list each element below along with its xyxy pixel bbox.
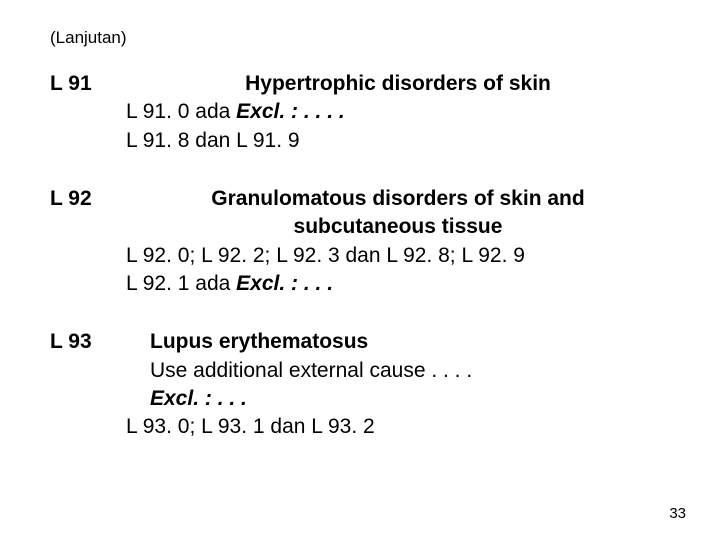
entry-l92: L 92 Granulomatous disorders of skin and…: [50, 185, 670, 298]
l92-line1: L 92. 0; L 92. 2; L 92. 3 dan L 92. 8; L…: [126, 242, 670, 270]
l93-line1: Use additional external cause . . . .: [126, 357, 670, 385]
code-l93: L 93: [50, 328, 126, 441]
l93-excl: Excl. : . . .: [126, 385, 670, 413]
body-l91: Hypertrophic disorders of skin L 91. 0 a…: [126, 70, 670, 155]
title-l92: Granulomatous disorders of skin and subc…: [126, 185, 670, 242]
l93-line3: L 93. 0; L 93. 1 dan L 93. 2: [126, 413, 670, 441]
body-l93: Lupus erythematosus Use additional exter…: [126, 328, 670, 441]
title-l91: Hypertrophic disorders of skin: [126, 70, 670, 98]
body-l92: Granulomatous disorders of skin and subc…: [126, 185, 670, 298]
l91-line1-a: L 91. 0 ada: [126, 100, 236, 123]
l92-line2-a: L 92. 1 ada: [126, 272, 236, 295]
continuation-label: (Lanjutan): [50, 28, 670, 48]
entry-l91: L 91 Hypertrophic disorders of skin L 91…: [50, 70, 670, 155]
title-l93: Lupus erythematosus: [126, 328, 670, 356]
entry-l93: L 93 Lupus erythematosus Use additional …: [50, 328, 670, 441]
page-number: 33: [669, 505, 686, 522]
code-l92: L 92: [50, 185, 126, 298]
l91-excl: Excl. : . . . .: [236, 100, 345, 123]
l91-line2: L 91. 8 dan L 91. 9: [126, 127, 670, 155]
l92-excl: Excl. : . . .: [236, 272, 333, 295]
code-l91: L 91: [50, 70, 126, 155]
l91-line1: L 91. 0 ada Excl. : . . . .: [126, 98, 670, 126]
l92-line2: L 92. 1 ada Excl. : . . .: [126, 270, 670, 298]
